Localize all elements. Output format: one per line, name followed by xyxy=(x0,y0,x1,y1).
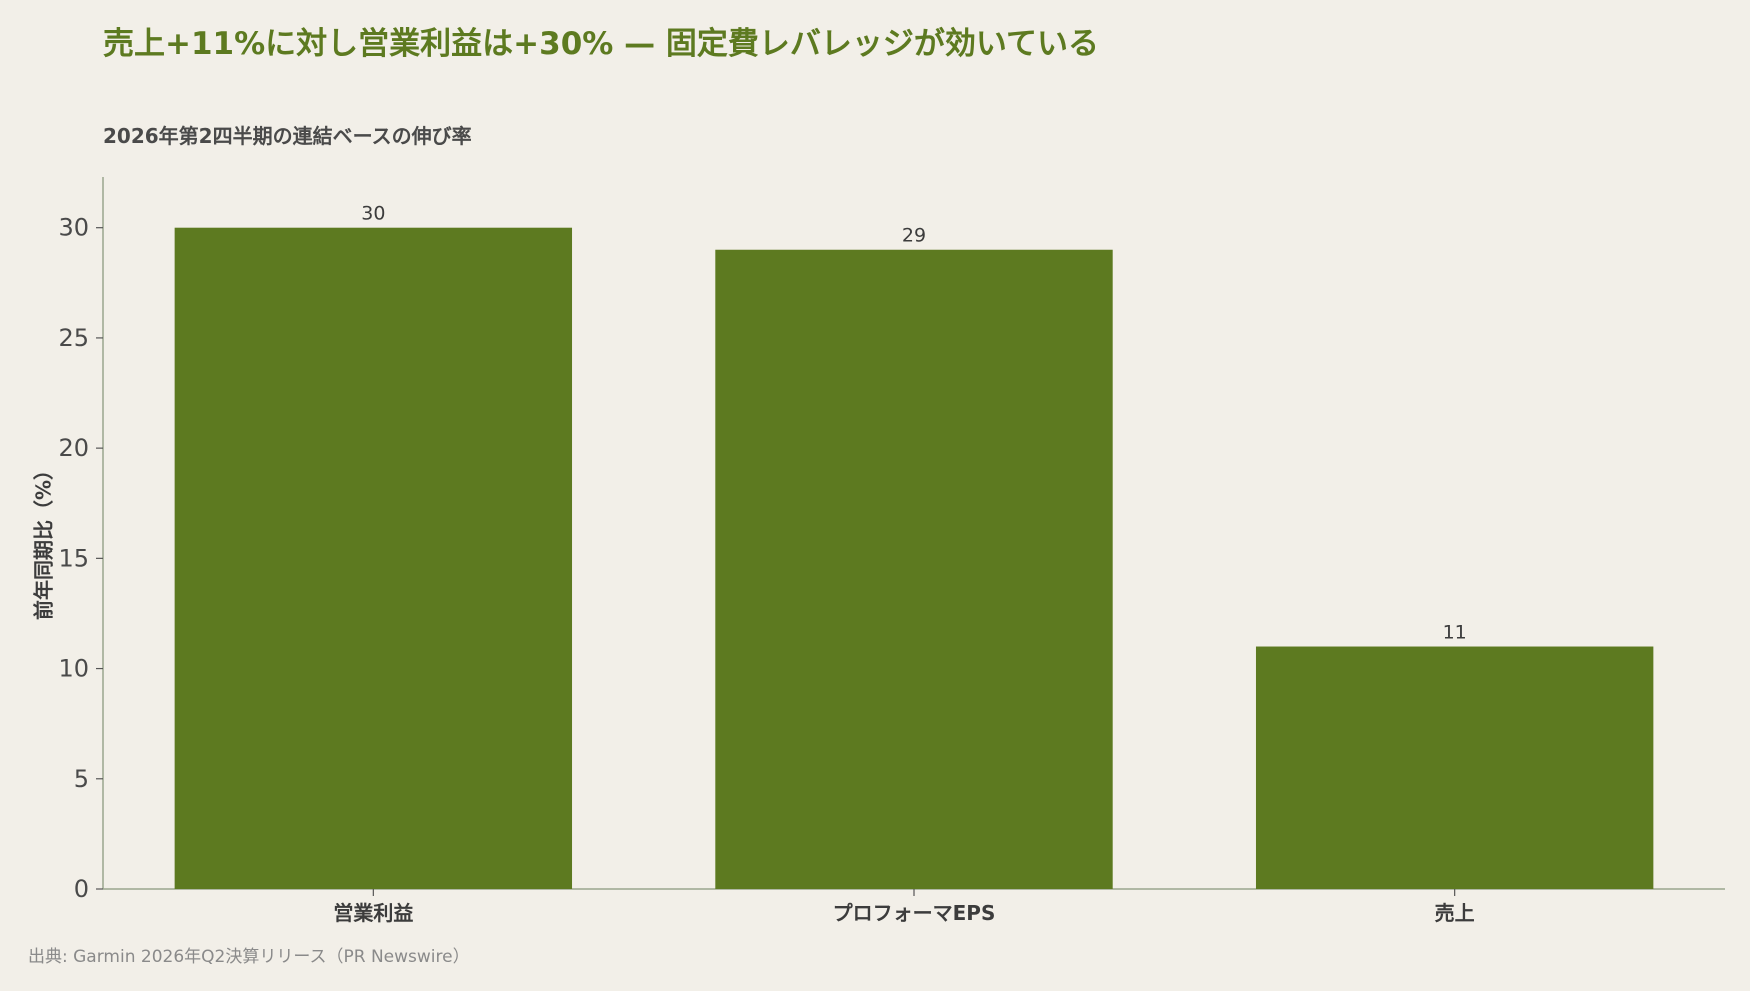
y-tick-label: 0 xyxy=(74,875,89,903)
bar xyxy=(174,227,573,889)
x-tick-label: 売上 xyxy=(1435,901,1475,925)
y-tick-label: 10 xyxy=(58,655,89,683)
x-tick-label: プロフォーマEPS xyxy=(833,901,996,925)
data-label: 30 xyxy=(361,203,385,225)
labels: 営業利益 30 プロフォーマEPS 29 売上 11 xyxy=(333,203,1474,925)
bar xyxy=(1255,646,1654,889)
bars xyxy=(174,227,1654,889)
x-tick-label: 営業利益 xyxy=(333,901,413,925)
y-axis-label: 前年同期比（%） xyxy=(32,460,56,620)
data-label: 11 xyxy=(1443,622,1467,644)
y-tick-label: 20 xyxy=(58,434,89,462)
y-tick-label: 25 xyxy=(58,324,89,352)
y-tick-label: 30 xyxy=(58,214,89,242)
y-tick-label: 5 xyxy=(74,765,89,793)
data-label: 29 xyxy=(902,225,926,247)
source-note: 出典: Garmin 2026年Q2決算リリース（PR Newswire） xyxy=(28,947,470,967)
chart-subtitle: 2026年第2四半期の連結ベースの伸び率 xyxy=(103,124,472,148)
chart-title: 売上+11%に対し営業利益は+30% — 固定費レバレッジが効いている xyxy=(103,26,1100,62)
y-tick-label: 15 xyxy=(58,544,89,572)
bar xyxy=(715,249,1113,889)
